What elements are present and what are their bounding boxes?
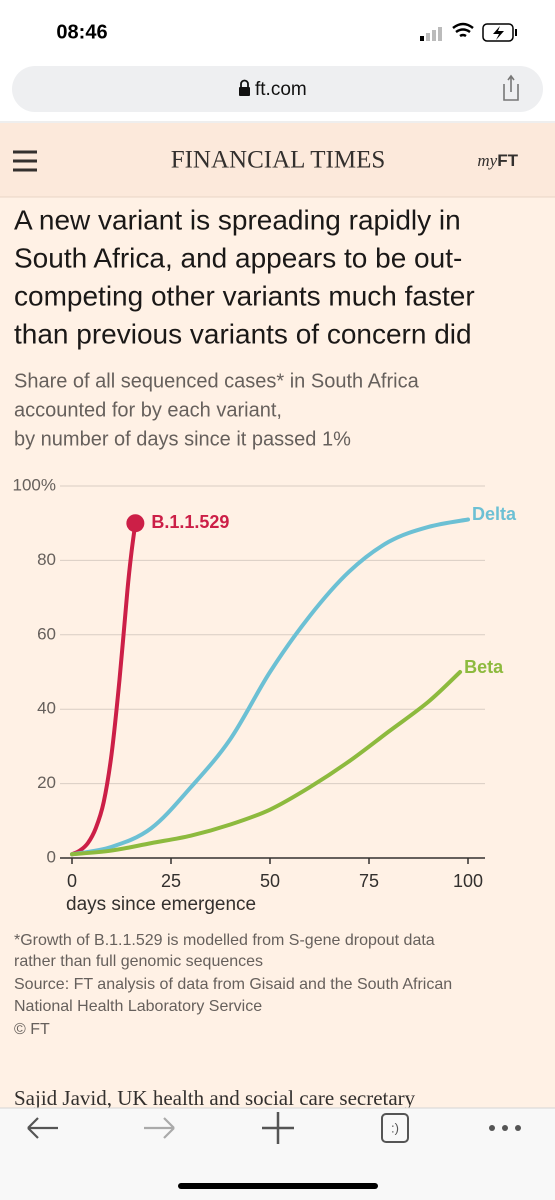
tabs-button[interactable]: [381, 1113, 409, 1143]
x-tick-label: 50: [260, 871, 280, 891]
series-line: [70, 521, 138, 857]
new-tab-button[interactable]: [262, 1112, 294, 1144]
chart-title: South Africa, and appears to be out-: [14, 242, 462, 273]
y-tick-label: 20: [37, 773, 56, 792]
chart-note: rather than full genomic sequences: [14, 953, 263, 970]
y-tick-label: 40: [37, 699, 56, 718]
end-marker: [126, 514, 145, 533]
series-label: B.1.1.529: [151, 512, 229, 532]
y-tick-label: 80: [37, 550, 56, 569]
url: ft.com: [255, 79, 307, 100]
x-tick-label: 75: [359, 871, 379, 891]
ft-header: [0, 123, 555, 197]
my-ft-prefix: my: [477, 151, 497, 170]
series-label: Delta: [472, 504, 517, 524]
forward-button[interactable]: [144, 1117, 175, 1139]
x-tick-label: 100: [453, 871, 483, 891]
y-tick-label: 100%: [13, 475, 56, 494]
chart-subtitle: accounted for by each variant,: [14, 399, 282, 421]
menu-icon[interactable]: [13, 150, 37, 172]
wifi-icon: [452, 22, 474, 38]
chart-subtitle: Share of all sequenced cases* in South A…: [14, 370, 420, 392]
back-button[interactable]: [27, 1117, 58, 1139]
url-bar[interactable]: [12, 66, 543, 112]
article-teaser: Sajid Javid, UK health and social care s…: [14, 1086, 416, 1110]
share-icon[interactable]: [503, 74, 519, 101]
chart-note: *Growth of B.1.1.529 is modelled from S-…: [14, 932, 435, 949]
y-tick-label: 0: [47, 847, 56, 866]
content-bg: [0, 123, 555, 1110]
series-label: Beta: [464, 657, 504, 677]
chart-subtitle: by number of days since it passed 1%: [14, 428, 351, 450]
x-tick-label: 25: [161, 871, 181, 891]
battery-icon: [482, 23, 517, 42]
signal: [420, 27, 442, 41]
my-ft[interactable]: myFT: [477, 151, 518, 171]
chart-note: © FT: [14, 1021, 50, 1038]
x-tick-label: 0: [67, 871, 77, 891]
clock: 08:46: [56, 21, 107, 43]
chart-title: A new variant is spreading rapidly in: [14, 204, 461, 235]
series-line: [70, 517, 470, 857]
chart-note: Source: FT analysis of data from Gisaid …: [14, 976, 452, 993]
more-button[interactable]: [489, 1125, 521, 1131]
lock-icon: [239, 79, 250, 96]
y-tick-label: 60: [37, 624, 56, 643]
tabs-label: :): [391, 1120, 399, 1135]
x-axis-label: days since emergence: [66, 894, 256, 915]
chart-note: National Health Laboratory Service: [14, 998, 262, 1015]
masthead: FINANCIAL TIMES: [171, 147, 386, 174]
chart-title: competing other variants much faster: [14, 280, 475, 311]
home-indicator: [178, 1183, 378, 1189]
my-ft-suffix: FT: [497, 151, 518, 170]
series-line: [70, 670, 463, 857]
chart-title: than previous variants of concern did: [14, 318, 472, 349]
chart: A new variant is spreading rapidly in Sou…: [13, 204, 517, 1038]
